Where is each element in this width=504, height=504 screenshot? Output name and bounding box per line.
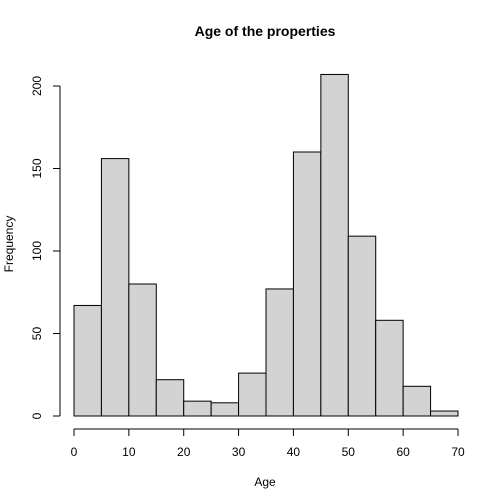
chart-title: Age of the properties — [195, 23, 336, 39]
histogram-bar — [100, 158, 130, 417]
x-axis-label: Age — [254, 475, 276, 489]
histogram-bar — [347, 235, 377, 417]
histogram-bar — [375, 319, 404, 417]
x-tick-label: 20 — [177, 445, 191, 459]
x-tick-label: 10 — [122, 445, 136, 459]
y-tick-label: 100 — [30, 241, 44, 261]
y-tick-label: 50 — [30, 327, 44, 341]
x-tick-label: 40 — [287, 445, 301, 459]
x-tick-label: 60 — [396, 445, 410, 459]
bars-group — [73, 73, 459, 417]
y-tick-label: 0 — [30, 412, 44, 419]
x-tick-label: 30 — [232, 445, 246, 459]
histogram-bar — [128, 283, 157, 417]
y-axis-label: Frequency — [2, 216, 16, 273]
histogram-bar — [402, 385, 432, 417]
y-axis: 0 50 100 150 200 — [30, 76, 61, 419]
histogram-bar — [155, 379, 185, 417]
histogram-bar — [238, 372, 267, 417]
y-tick-label: 200 — [30, 76, 44, 96]
x-tick-label: 70 — [451, 445, 465, 459]
histogram-bar — [210, 402, 240, 417]
y-ticks: 0 50 100 150 200 — [30, 76, 60, 419]
histogram-bar — [73, 304, 102, 417]
histogram-bar — [320, 73, 349, 417]
histogram-bar — [292, 151, 322, 417]
x-axis: 0 10 20 30 40 50 60 70 — [71, 428, 465, 459]
histogram-bar — [430, 410, 459, 417]
histogram-bar — [183, 400, 212, 417]
x-tick-label: 0 — [71, 445, 78, 459]
y-tick-label: 150 — [30, 158, 44, 178]
histogram-bar — [265, 288, 294, 417]
x-tick-label: 50 — [342, 445, 356, 459]
x-ticks: 0 10 20 30 40 50 60 70 — [71, 429, 465, 459]
